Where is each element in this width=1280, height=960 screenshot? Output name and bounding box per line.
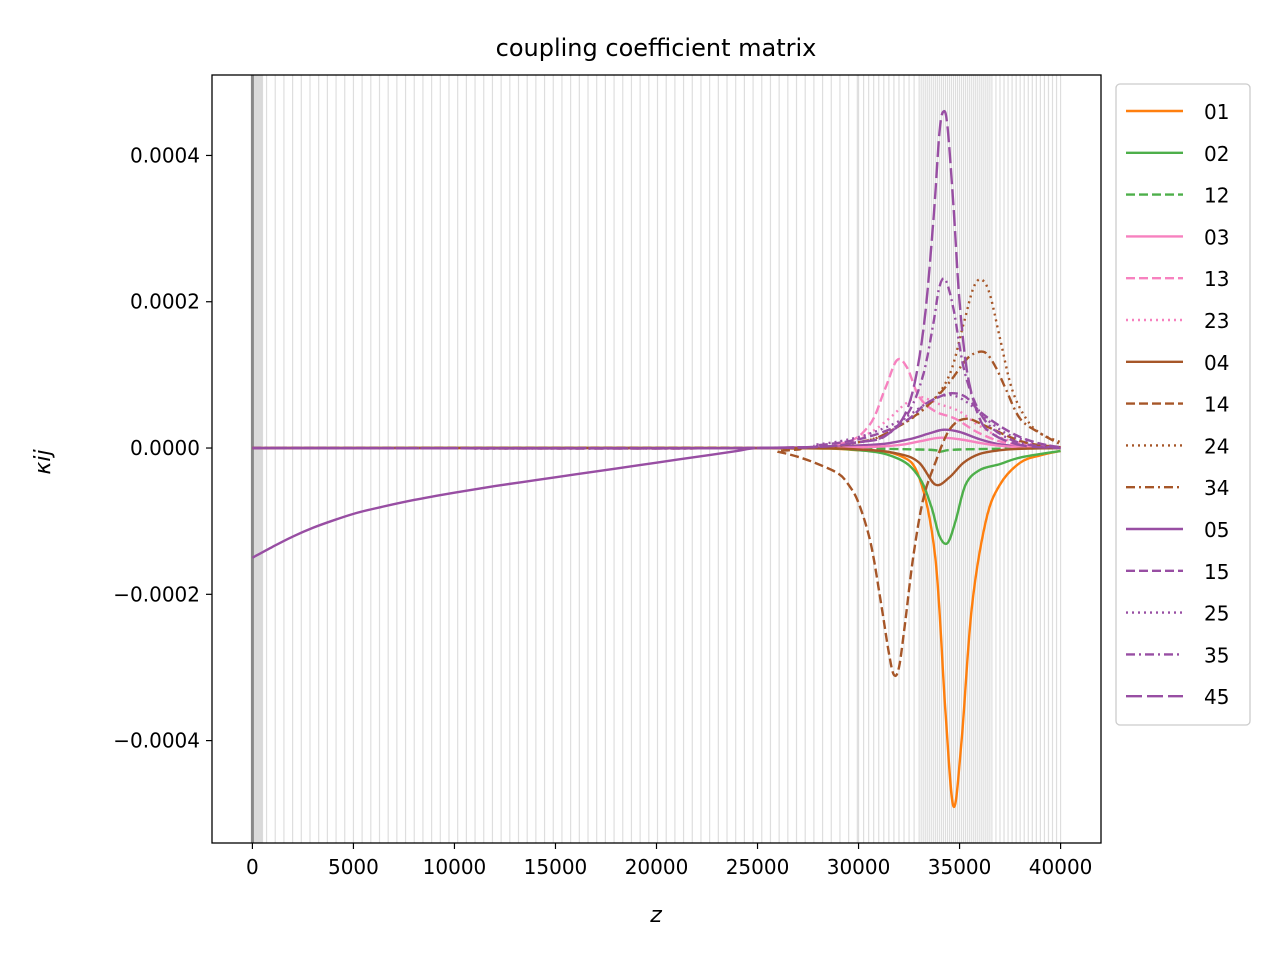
series-line-35 bbox=[252, 277, 1061, 450]
legend-label-45: 45 bbox=[1204, 685, 1229, 709]
series-line-14 bbox=[252, 417, 1061, 678]
y-tick-label: 0.0000 bbox=[130, 436, 200, 460]
x-tick-label: 30000 bbox=[827, 855, 891, 879]
legend: 01 02 12 03 13 23 04 14 24 34 05 15 25 35 45 bbox=[1115, 83, 1251, 726]
series-line-12 bbox=[252, 446, 1061, 453]
legend-label-13: 13 bbox=[1204, 267, 1229, 291]
segment-boundary-lines bbox=[250, 75, 1062, 843]
series-lines bbox=[251, 109, 1062, 808]
legend-label-23: 23 bbox=[1204, 309, 1229, 333]
x-tick-label: 5000 bbox=[328, 855, 379, 879]
legend-label-04: 04 bbox=[1204, 351, 1229, 375]
y-tick-label: −0.0004 bbox=[113, 729, 200, 753]
legend-label-25: 25 bbox=[1204, 602, 1229, 626]
x-tick-label: 0 bbox=[246, 855, 259, 879]
y-tick-label: 0.0002 bbox=[130, 290, 200, 314]
legend-label-15: 15 bbox=[1204, 560, 1229, 584]
x-tick-label: 15000 bbox=[524, 855, 588, 879]
x-axis-label: z bbox=[649, 903, 662, 928]
legend-label-24: 24 bbox=[1204, 434, 1229, 458]
legend-label-35: 35 bbox=[1204, 643, 1229, 667]
legend-label-02: 02 bbox=[1204, 142, 1229, 166]
legend-label-05: 05 bbox=[1204, 518, 1229, 542]
y-axis-label: κij bbox=[31, 449, 56, 475]
legend-label-34: 34 bbox=[1204, 476, 1229, 500]
x-axis: 0 5000 10000 15000 20000 25000 30000 35000 40000 bbox=[246, 843, 1092, 879]
legend-label-12: 12 bbox=[1204, 184, 1229, 208]
x-tick-label: 25000 bbox=[726, 855, 790, 879]
x-tick-label: 40000 bbox=[1029, 855, 1093, 879]
x-tick-label: 35000 bbox=[928, 855, 992, 879]
chart-title: coupling coefficient matrix bbox=[496, 34, 817, 62]
y-tick-label: −0.0002 bbox=[113, 582, 200, 606]
series-line-45 bbox=[252, 109, 1061, 450]
series-line-05 bbox=[251, 428, 1061, 559]
series-line-15 bbox=[252, 391, 1061, 450]
legend-label-14: 14 bbox=[1204, 393, 1229, 417]
x-tick-label: 10000 bbox=[423, 855, 487, 879]
y-tick-label: 0.0004 bbox=[130, 143, 200, 167]
legend-label-01: 01 bbox=[1204, 100, 1229, 124]
x-tick-label: 20000 bbox=[625, 855, 689, 879]
legend-label-03: 03 bbox=[1204, 225, 1229, 249]
y-axis: 0.0004 0.0002 0.0000 −0.0002 −0.0004 bbox=[113, 143, 212, 753]
